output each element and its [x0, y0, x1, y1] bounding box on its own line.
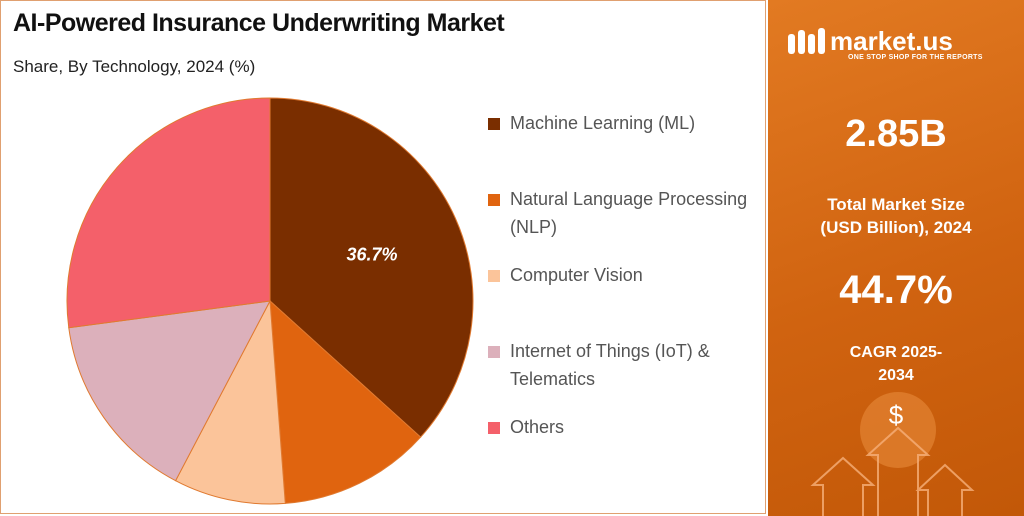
pie-slice — [174, 299, 286, 505]
legend-label: Others — [510, 417, 565, 437]
legend-item: Internet of Things (IoT) & Telematics — [488, 337, 750, 393]
stat-label: CAGR 2025-2034 — [849, 344, 943, 384]
chart-area: AI-Powered Insurance Underwriting Market… — [0, 0, 766, 514]
pie-slice — [269, 299, 422, 504]
legend-swatch — [488, 194, 500, 206]
stat-value: 2.85B — [845, 113, 947, 155]
brand-tagline: ONE STOP SHOP FOR THE REPORTS — [848, 54, 983, 61]
stat-label: Total Market Size (USD Billion), 2024 — [820, 195, 972, 237]
logo-icon — [788, 28, 825, 54]
legend-label: Natural Language Processing (NLP) — [510, 189, 748, 237]
chart-subtitle: Share, By Technology, 2024 (%) — [13, 57, 256, 76]
legend-item: Computer Vision — [488, 261, 750, 289]
dollar-symbol: $ — [888, 400, 904, 430]
legend-label: Machine Learning (ML) — [510, 113, 696, 133]
stat-value: 44.7% — [839, 268, 953, 312]
arrows-decor — [810, 426, 975, 516]
legend-item: Machine Learning (ML) — [488, 109, 750, 137]
legend-label: Internet of Things (IoT) & Telematics — [510, 341, 710, 389]
coin-decor — [860, 392, 936, 468]
legend-swatch — [488, 118, 500, 130]
legend-swatch — [488, 270, 500, 282]
legend-item: Natural Language Processing (NLP) — [488, 185, 750, 241]
legend-swatch — [488, 422, 500, 434]
panel-decor — [788, 28, 975, 516]
legend-item: Others — [488, 413, 750, 441]
chart-title: AI-Powered Insurance Underwriting Market — [13, 9, 505, 37]
pie-chart: 36.7% — [66, 97, 474, 505]
data-label: 36.7% — [347, 244, 398, 264]
pie-slice — [68, 300, 271, 482]
legend-label: Computer Vision — [510, 265, 643, 285]
pie-slice — [269, 97, 474, 438]
side-panel: market.us ONE STOP SHOP FOR THE REPORTS … — [768, 0, 1024, 516]
brand-name: market.us — [830, 26, 953, 56]
pie-slice — [66, 97, 271, 329]
legend-swatch — [488, 346, 500, 358]
